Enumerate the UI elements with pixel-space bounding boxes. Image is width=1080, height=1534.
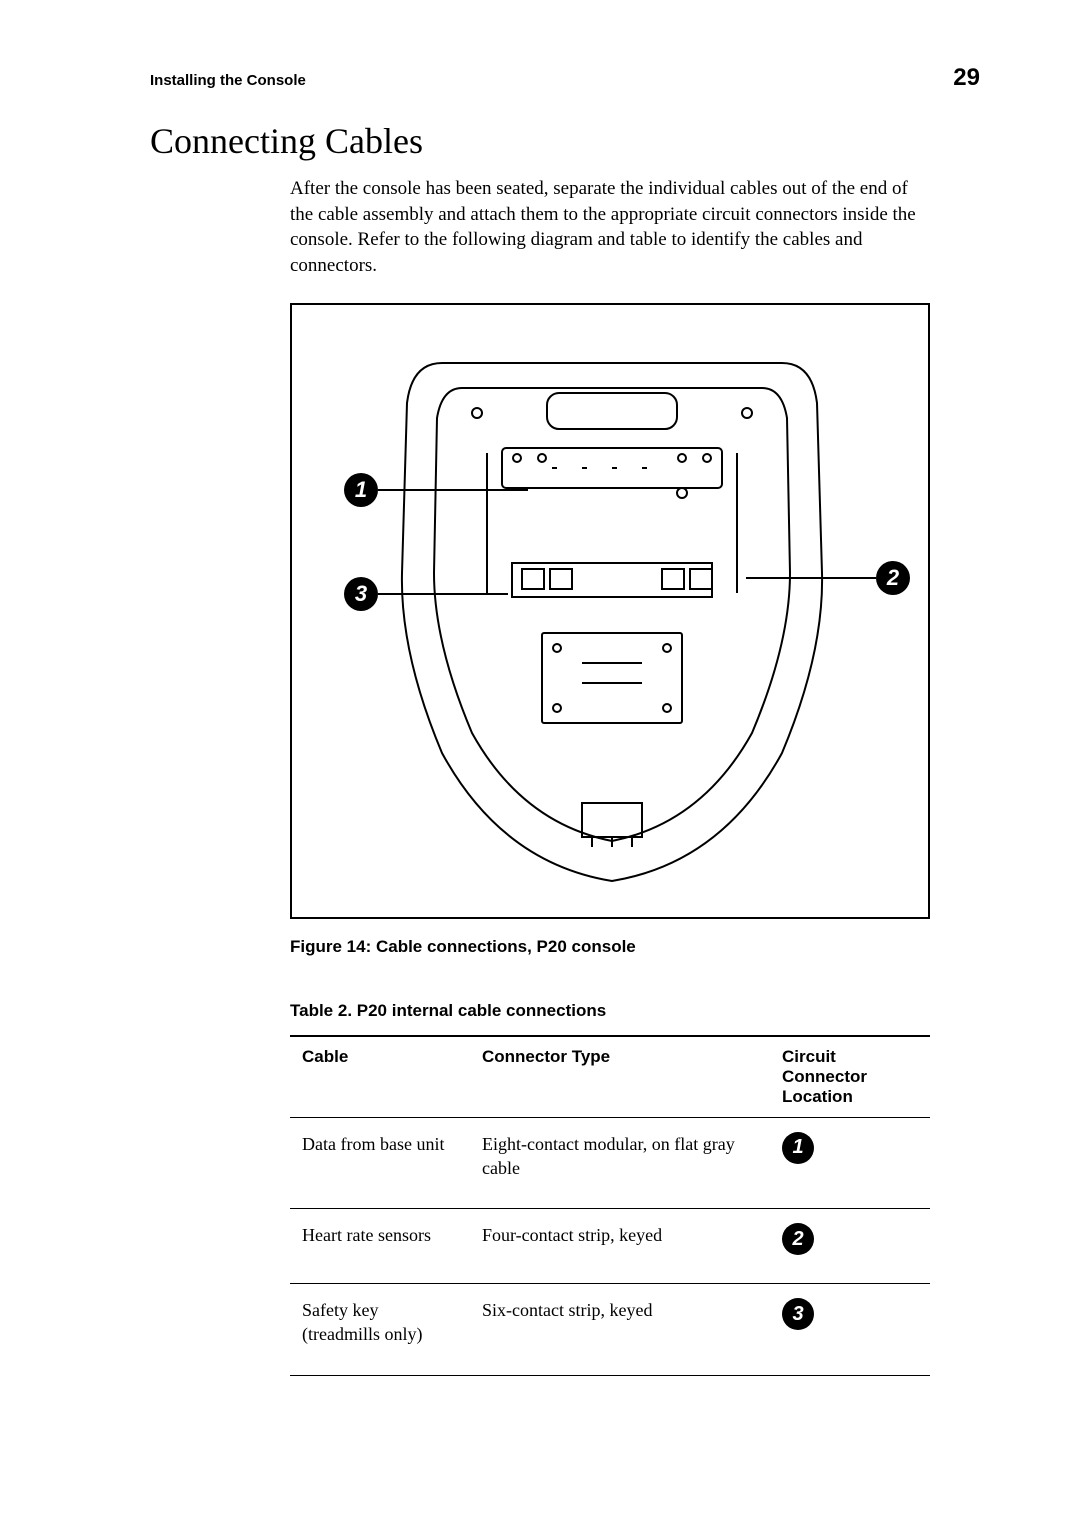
col-header-type: Connector Type xyxy=(470,1036,770,1118)
cell-type: Eight-contact modular, on flat gray cabl… xyxy=(470,1117,770,1209)
cell-type: Six-contact strip, keyed xyxy=(470,1284,770,1376)
leader-line-2 xyxy=(746,577,876,579)
leader-line-1 xyxy=(378,489,528,491)
loc-badge: 2 xyxy=(782,1223,814,1255)
table-caption: Table 2. P20 internal cable connections xyxy=(290,1001,980,1021)
callout-1: 1 xyxy=(344,473,378,507)
cable-table: Cable Connector Type Circuit Connector L… xyxy=(290,1035,930,1376)
intro-paragraph: After the console has been seated, separ… xyxy=(290,176,930,279)
callout-3: 3 xyxy=(344,577,378,611)
col-header-loc: Circuit Connector Location xyxy=(770,1036,930,1118)
section-title: Connecting Cables xyxy=(150,120,980,162)
cell-cable: Safety key (treadmills only) xyxy=(290,1284,470,1376)
header-page-number: 29 xyxy=(953,64,980,92)
figure-diagram: 1 2 3 xyxy=(290,303,930,919)
cell-type: Four-contact strip, keyed xyxy=(470,1209,770,1284)
loc-badge: 3 xyxy=(782,1298,814,1330)
cell-cable: Data from base unit xyxy=(290,1117,470,1209)
table-row: Data from base unit Eight-contact modula… xyxy=(290,1117,930,1209)
table-row: Safety key (treadmills only) Six-contact… xyxy=(290,1284,930,1376)
console-svg xyxy=(382,333,842,893)
cell-loc: 1 xyxy=(770,1117,930,1209)
table-header-row: Cable Connector Type Circuit Connector L… xyxy=(290,1036,930,1118)
cell-loc: 2 xyxy=(770,1209,930,1284)
loc-badge: 1 xyxy=(782,1132,814,1164)
col-header-cable: Cable xyxy=(290,1036,470,1118)
table-row: Heart rate sensors Four-contact strip, k… xyxy=(290,1209,930,1284)
cell-cable: Heart rate sensors xyxy=(290,1209,470,1284)
header-section-name: Installing the Console xyxy=(150,72,306,89)
page-header: Installing the Console 29 xyxy=(150,64,980,92)
cell-loc: 3 xyxy=(770,1284,930,1376)
callout-2: 2 xyxy=(876,561,910,595)
figure-caption: Figure 14: Cable connections, P20 consol… xyxy=(290,937,980,957)
leader-line-3 xyxy=(378,593,508,595)
